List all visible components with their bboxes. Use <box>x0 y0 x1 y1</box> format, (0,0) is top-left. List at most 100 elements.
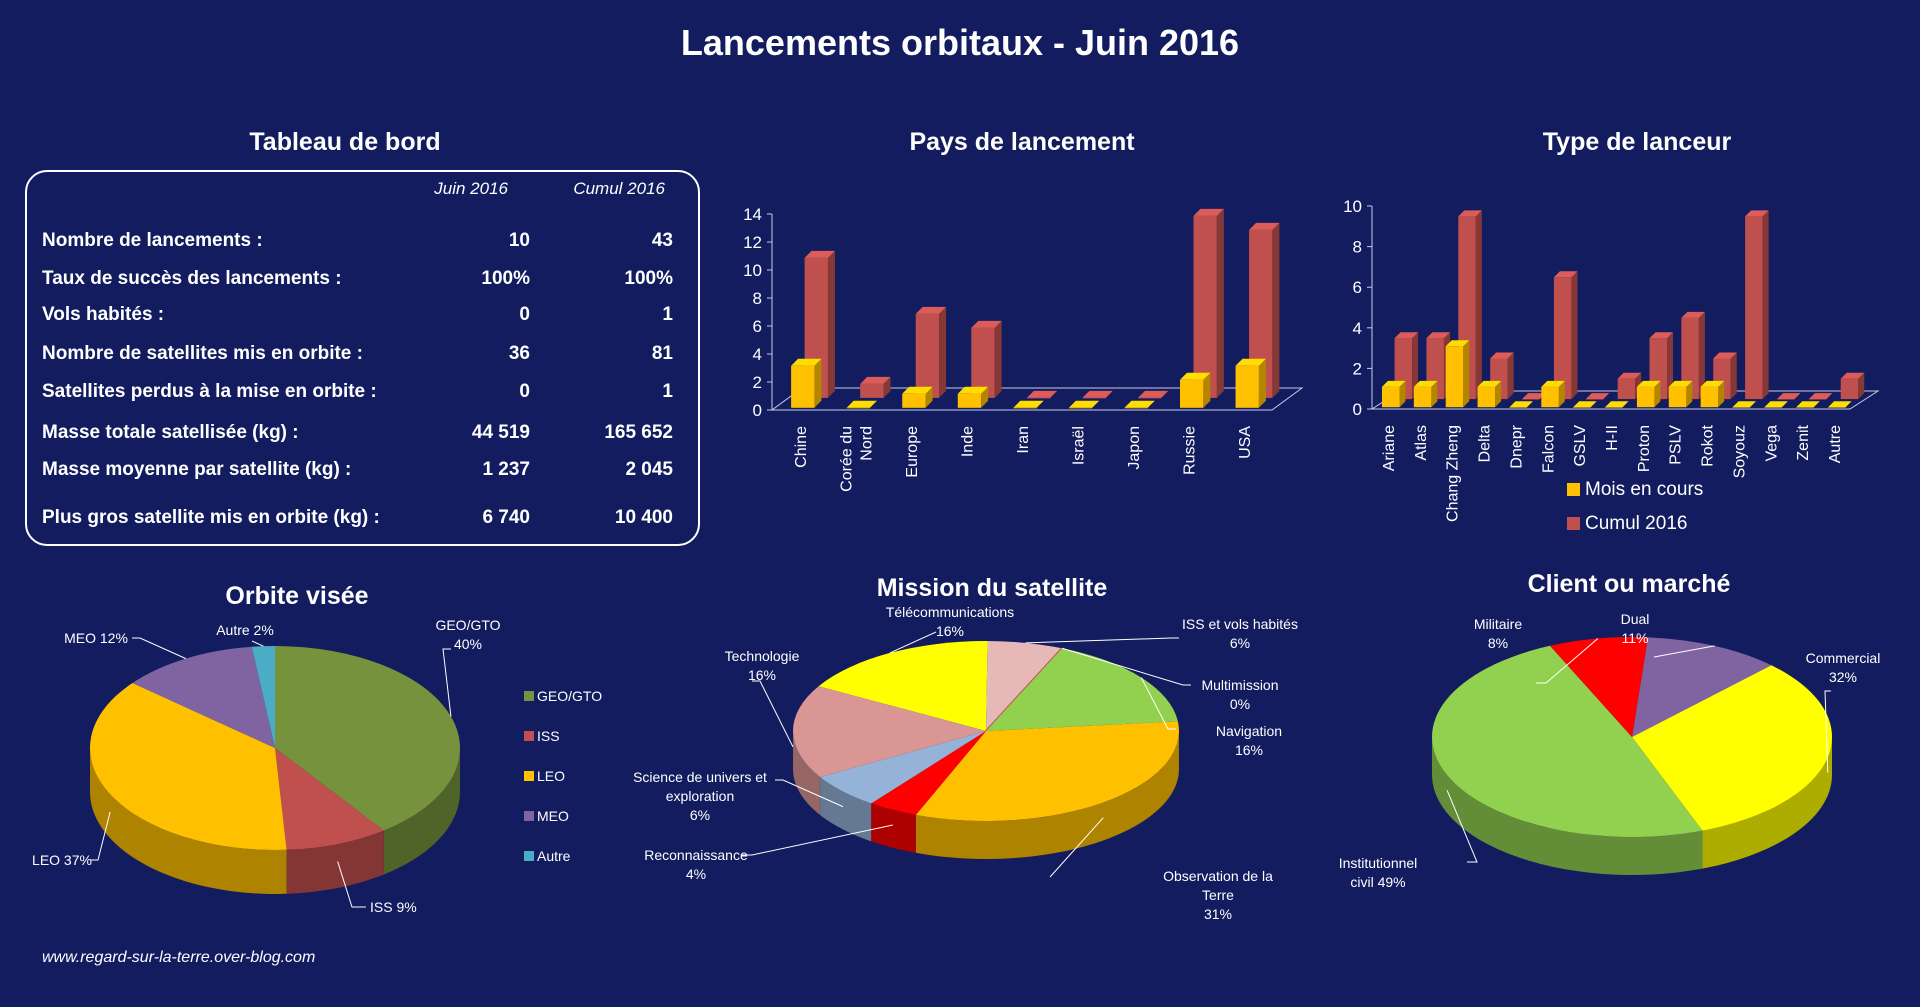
bar-side <box>1718 380 1725 408</box>
bar-top <box>902 386 933 394</box>
bar-top <box>1477 380 1502 387</box>
bar-cumul <box>1026 390 1058 399</box>
bar-front <box>1235 365 1259 408</box>
bar-side <box>827 250 835 398</box>
bar-side <box>939 306 947 398</box>
category-label: PSLV <box>1668 425 1685 465</box>
bar-top <box>1235 358 1266 366</box>
y-tick-label: 6 <box>753 317 762 336</box>
bar-side <box>1475 210 1482 400</box>
bar-front <box>1193 215 1217 398</box>
category-label: Russie <box>1182 426 1199 475</box>
bar-mois <box>1509 401 1533 408</box>
bar-top <box>804 250 835 258</box>
legend-label: LEO <box>537 768 565 784</box>
pie-slice <box>89 682 287 850</box>
bar-side <box>1571 271 1578 400</box>
dashboard-row: Nombre de lancements : 10 43 <box>42 226 673 256</box>
pie-leader <box>132 637 187 660</box>
bar-cumul <box>1193 208 1224 398</box>
bar-cumul <box>971 320 1002 398</box>
bar-top <box>1828 401 1852 408</box>
dashboard-row: Taux de succès des lancements : 100% 100… <box>42 264 673 294</box>
dashboard-row: Vols habités : 0 1 <box>42 300 673 330</box>
row-value-cumul: 100% <box>624 268 673 289</box>
pie-slice <box>1632 665 1832 831</box>
pie-leader <box>889 631 937 654</box>
bar-top <box>915 306 947 314</box>
pie-leader <box>1824 690 1831 773</box>
pie-leader <box>1140 677 1176 730</box>
pie-label: Science de univers et exploration 6% <box>633 769 767 823</box>
bar-top <box>1636 380 1661 387</box>
dashboard-col-juin: Juin 2016 <box>434 179 508 198</box>
bar-mois <box>1764 401 1788 408</box>
y-tick-label: 2 <box>753 373 762 392</box>
bar-side <box>814 358 822 408</box>
bar-top <box>1413 380 1438 387</box>
bar-top <box>1573 401 1597 408</box>
bar-top <box>1490 352 1514 359</box>
legend-label: MEO <box>537 808 569 824</box>
row-value-cumul: 10 400 <box>614 507 673 528</box>
orbite-pie-chart: GEO/GTO 40% ISS 9% LEO 37% MEO 12% Autre 2% GE… <box>32 617 602 915</box>
category-label: USA <box>1237 426 1254 459</box>
dashboard-row: Masse totale satellisée (kg) : 44 519 16… <box>42 418 673 448</box>
bar-front <box>915 313 940 398</box>
bar-side <box>994 320 1002 398</box>
pie-leader <box>1446 790 1478 863</box>
bar-top <box>1700 380 1725 387</box>
dashboard-title: Tableau de bord <box>249 128 441 156</box>
bar-cumul <box>1681 311 1705 400</box>
legend-swatch <box>1567 483 1580 496</box>
bar-cumul <box>1776 393 1801 400</box>
bar-top <box>1522 393 1546 400</box>
bar-mois <box>1636 380 1661 408</box>
bar-top <box>1541 380 1565 387</box>
bar-side <box>1272 222 1280 398</box>
bar-front <box>1700 386 1719 408</box>
row-value-cumul: 43 <box>651 230 673 251</box>
dashboard-row: Plus gros satellite mis en orbite (kg) :… <box>42 503 673 533</box>
y-tick-label: 6 <box>1353 278 1362 297</box>
bar-front <box>1745 216 1763 400</box>
bar-mois <box>902 386 933 408</box>
y-tick-label: 10 <box>1343 197 1362 216</box>
orbite-chart-title: Orbite visée <box>225 582 369 610</box>
bar-top <box>1381 380 1406 387</box>
client-chart-title: Client ou marché <box>1527 570 1731 598</box>
bar-front <box>971 327 995 398</box>
bar-side <box>1698 311 1705 400</box>
bar-mois <box>1541 380 1565 408</box>
bar-front <box>1013 407 1037 409</box>
bar-front <box>1840 378 1859 400</box>
bar-top <box>1776 393 1801 400</box>
pie-leader <box>90 811 111 861</box>
bar-side <box>1431 380 1438 408</box>
bar-cumul <box>1490 352 1514 400</box>
bar-cumul <box>1840 372 1865 400</box>
bar-top <box>1137 390 1169 398</box>
mission-pie-chart: Télécommunications 16% ISS et vols habités… <box>633 604 1298 922</box>
bar-mois <box>1700 380 1725 408</box>
category-label: Israël <box>1071 426 1088 465</box>
pie-leader <box>752 680 794 748</box>
row-value-cumul: 165 652 <box>604 422 673 443</box>
legend-label: GEO/GTO <box>537 688 602 704</box>
bar-front <box>1573 407 1591 408</box>
bar-side <box>1507 352 1514 400</box>
bar-cumul <box>1745 210 1769 400</box>
bar-front <box>1636 386 1655 408</box>
category-label: H-II <box>1604 425 1621 451</box>
legend-swatch <box>524 731 534 741</box>
row-label: Plus gros satellite mis en orbite (kg) : <box>42 507 380 528</box>
category-label: Chine <box>793 426 810 468</box>
category-label: Iran <box>1015 426 1032 454</box>
pie-side <box>871 803 916 853</box>
pie-leader <box>337 861 366 908</box>
bar-mois <box>1796 401 1820 408</box>
bar-side <box>1667 332 1674 400</box>
legend-swatch <box>524 851 534 861</box>
row-value-juin: 0 <box>519 304 530 325</box>
bar-front <box>1808 399 1827 400</box>
